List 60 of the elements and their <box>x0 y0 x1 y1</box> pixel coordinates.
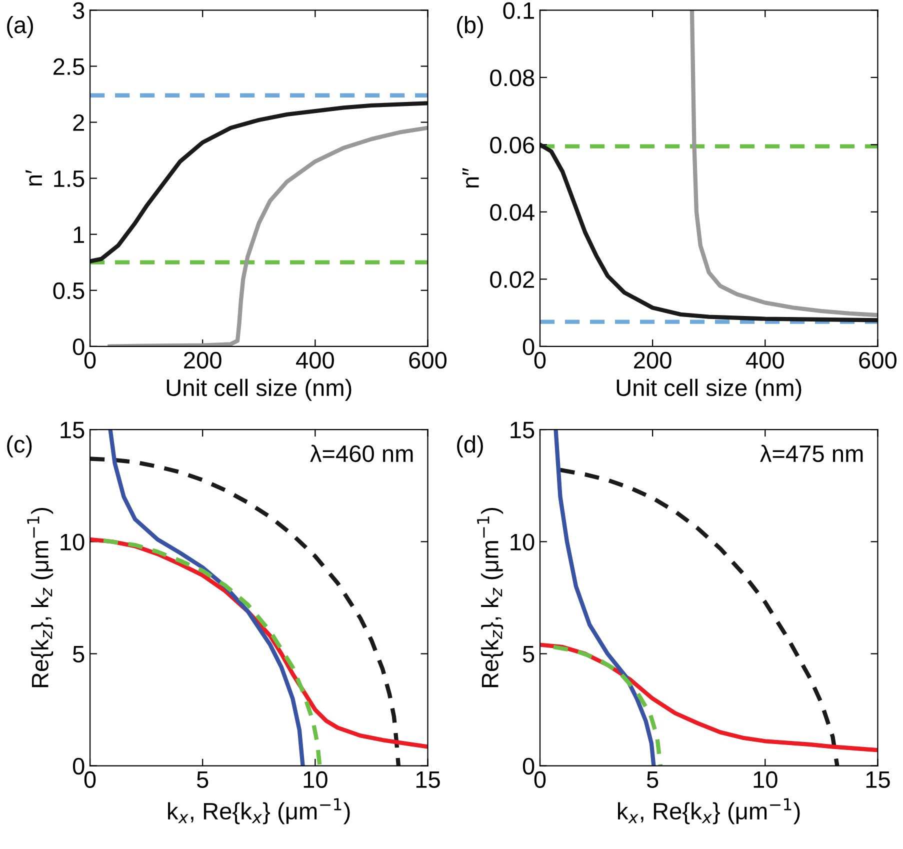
y-axis-title: Re{k$_{z}$}, k$_{z}$ (μm$^{−1}$) <box>477 508 504 688</box>
line-series <box>108 430 305 766</box>
y-tick-label: 5 <box>72 646 84 663</box>
y-tick-label: 0.5 <box>53 282 84 300</box>
x-tick-label: 5 <box>646 772 658 788</box>
y-tick-label: 15 <box>60 422 84 438</box>
y-tick-label: 2.5 <box>54 58 84 76</box>
x-tick-label: 600 <box>859 352 896 369</box>
y-tick-label: 1.5 <box>54 170 84 188</box>
chart-title: (c) <box>7 435 32 458</box>
x-tick-label: 10 <box>754 771 778 788</box>
x-tick-label: 400 <box>746 352 784 369</box>
line-series <box>690 10 878 318</box>
x-tick-label: 400 <box>296 352 334 369</box>
line-series <box>558 468 840 766</box>
x-tick-label: 0 <box>84 771 96 788</box>
x-tick-label: 0 <box>534 352 546 369</box>
x-axis-title: k$_{x}$, Re{k$_{x}$} (μm$^{−1}$) <box>168 798 350 824</box>
y-tick-label: 2 <box>73 114 84 131</box>
y-axis-title: Re{k$_{z}$}, k$_{z}$ (μm$^{−1}$) <box>27 508 54 688</box>
y-tick-label: 3 <box>72 2 84 19</box>
y-tick-label: 5 <box>522 646 534 663</box>
x-tick-label: 200 <box>634 352 672 369</box>
chart-title: (b) <box>457 16 483 38</box>
annotation: λ=475 nm <box>760 444 863 462</box>
x-tick-label: 0 <box>84 352 96 369</box>
y-tick-label: 15 <box>510 422 534 438</box>
y-tick-label: 0 <box>522 758 534 775</box>
y-tick-label: 0.02 <box>490 271 534 288</box>
x-tick-label: 600 <box>409 352 447 369</box>
y-tick-label: 0.1 <box>503 2 534 19</box>
y-axis-title: n′ <box>26 170 42 186</box>
x-axis-title: Unit cell size (nm) <box>616 378 802 401</box>
line-series <box>540 142 878 322</box>
y-tick-label: 0 <box>72 338 84 356</box>
y-tick-label: 10 <box>60 534 84 550</box>
chart-title: (a) <box>7 16 33 38</box>
x-axis-title: Unit cell size (nm) <box>166 378 352 401</box>
line-series <box>101 538 322 766</box>
x-tick-label: 5 <box>196 772 208 788</box>
y-axis-title: n″ <box>462 168 479 188</box>
x-tick-label: 10 <box>304 771 328 788</box>
y-tick-label: 1 <box>74 226 84 243</box>
chart-title: (d) <box>457 435 483 458</box>
line-series <box>90 101 428 264</box>
x-tick-label: 15 <box>866 772 890 788</box>
line-series <box>108 126 428 346</box>
x-tick-label: 0 <box>534 771 546 788</box>
y-tick-label: 0.08 <box>490 69 534 86</box>
x-axis-title: k$_{x}$, Re{k$_{x}$} (μm$^{−1}$) <box>618 798 800 824</box>
y-tick-label: 0 <box>72 758 84 775</box>
y-tick-label: 0.06 <box>490 136 534 154</box>
y-tick-label: 10 <box>510 534 534 550</box>
annotation: λ=460 nm <box>310 444 413 462</box>
x-tick-label: 200 <box>184 352 222 369</box>
line-series <box>554 430 656 766</box>
x-tick-label: 15 <box>416 772 440 788</box>
y-tick-label: 0.04 <box>490 204 534 221</box>
line-series <box>551 644 663 766</box>
y-tick-label: 0 <box>522 338 534 356</box>
